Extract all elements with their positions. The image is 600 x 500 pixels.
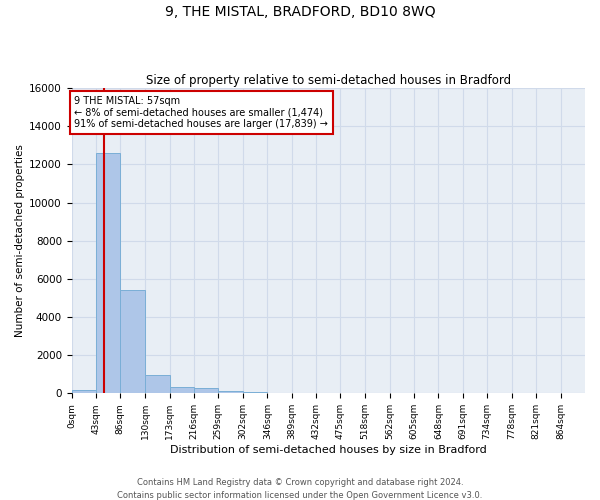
X-axis label: Distribution of semi-detached houses by size in Bradford: Distribution of semi-detached houses by … [170,445,487,455]
Title: Size of property relative to semi-detached houses in Bradford: Size of property relative to semi-detach… [146,74,511,87]
Bar [121,290,145,394]
Text: 9, THE MISTAL, BRADFORD, BD10 8WQ: 9, THE MISTAL, BRADFORD, BD10 8WQ [164,5,436,19]
Bar [194,388,218,394]
Y-axis label: Number of semi-detached properties: Number of semi-detached properties [15,144,25,337]
Bar [96,153,121,394]
Text: Contains HM Land Registry data © Crown copyright and database right 2024.
Contai: Contains HM Land Registry data © Crown c… [118,478,482,500]
Bar [71,390,96,394]
Bar [242,392,267,394]
Text: 9 THE MISTAL: 57sqm
← 8% of semi-detached houses are smaller (1,474)
91% of semi: 9 THE MISTAL: 57sqm ← 8% of semi-detache… [74,96,328,129]
Bar [145,375,170,394]
Bar [218,391,242,394]
Bar [170,387,194,394]
